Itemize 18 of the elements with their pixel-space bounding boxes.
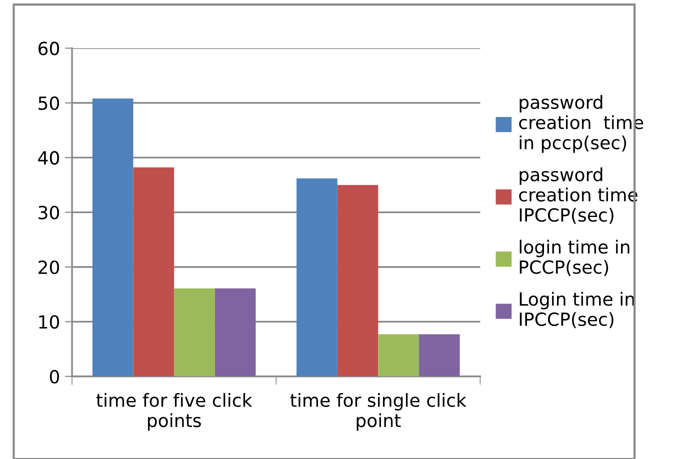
bar (214, 288, 256, 376)
y-tick-label: 10 (39, 315, 60, 329)
y-tick-label: 50 (38, 96, 60, 110)
legend-label: login time in PCCP(sec) (520, 240, 630, 276)
bar (337, 184, 378, 376)
x-tick-label: time for single click point (290, 393, 466, 431)
bar (174, 288, 215, 376)
bar (296, 178, 338, 376)
y-tick-label: 40 (38, 151, 60, 165)
y-tick-label: 60 (38, 42, 60, 56)
x-tick-label: time for five click points (96, 393, 252, 431)
y-tick-label: 30 (38, 206, 60, 220)
y-tick-label: 0 (50, 370, 60, 384)
bar (92, 98, 134, 376)
bar (418, 334, 460, 376)
bar (133, 167, 174, 376)
bar (378, 334, 419, 376)
y-tick-label: 20 (38, 260, 60, 274)
